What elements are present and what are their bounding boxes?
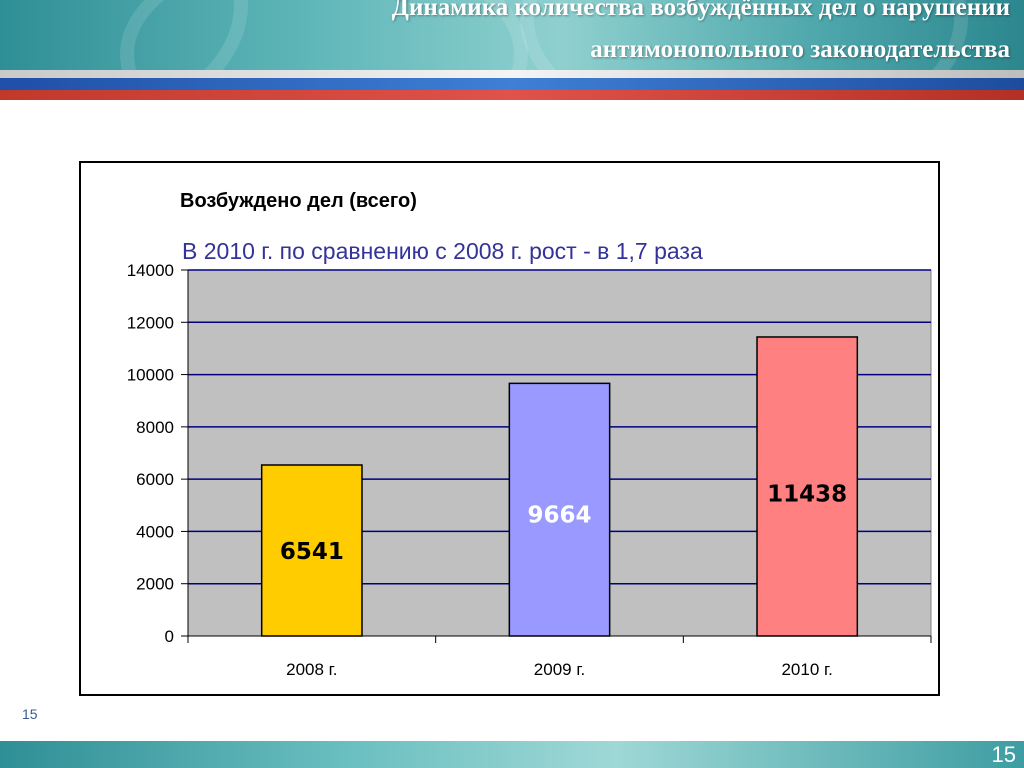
header-stripe-red (0, 90, 1024, 100)
chart-title: Возбуждено дел (всего) (180, 190, 417, 212)
slide-title-line-1: Динамика количества возбуждённых дел о н… (391, 0, 1010, 21)
header-stripe-white (0, 70, 1024, 78)
y-tick-label: 10000 (127, 366, 174, 385)
x-tick-label: 2009 г. (534, 660, 585, 679)
data-label: 9664 (527, 502, 591, 528)
y-tick-label: 14000 (127, 261, 174, 280)
bar-2009 г. (508, 382, 611, 637)
bar-2008 г. (260, 464, 363, 637)
chart-frame: Возбуждено дел (всего) В 2010 г. по сравн… (79, 161, 940, 696)
y-tick-label: 2000 (136, 575, 174, 594)
y-tick-label: 4000 (136, 522, 174, 541)
y-tick-label: 12000 (127, 313, 174, 332)
header-banner: Динамика количества возбуждённых дел о н… (0, 0, 1024, 70)
bar-2010 г. (756, 336, 859, 637)
chart-subtitle: В 2010 г. по сравнению с 2008 г. рост - … (182, 238, 703, 264)
slide-title-line-2: антимонопольного законодательства (590, 36, 1010, 63)
header-stripe-blue (0, 78, 1024, 90)
y-tick-label: 0 (165, 627, 174, 646)
y-tick-label: 6000 (136, 470, 174, 489)
bar-chart: Возбуждено дел (всего) В 2010 г. по сравн… (127, 190, 932, 679)
data-label: 6541 (280, 539, 344, 565)
footer-slide-number: 15 (991, 742, 1016, 767)
slide-number: 15 (22, 706, 38, 722)
footer-banner: 15 (0, 741, 1024, 768)
x-tick-label: 2010 г. (781, 660, 832, 679)
y-tick-label: 8000 (136, 418, 174, 437)
x-tick-label: 2008 г. (286, 660, 337, 679)
data-label: 11438 (767, 481, 847, 507)
